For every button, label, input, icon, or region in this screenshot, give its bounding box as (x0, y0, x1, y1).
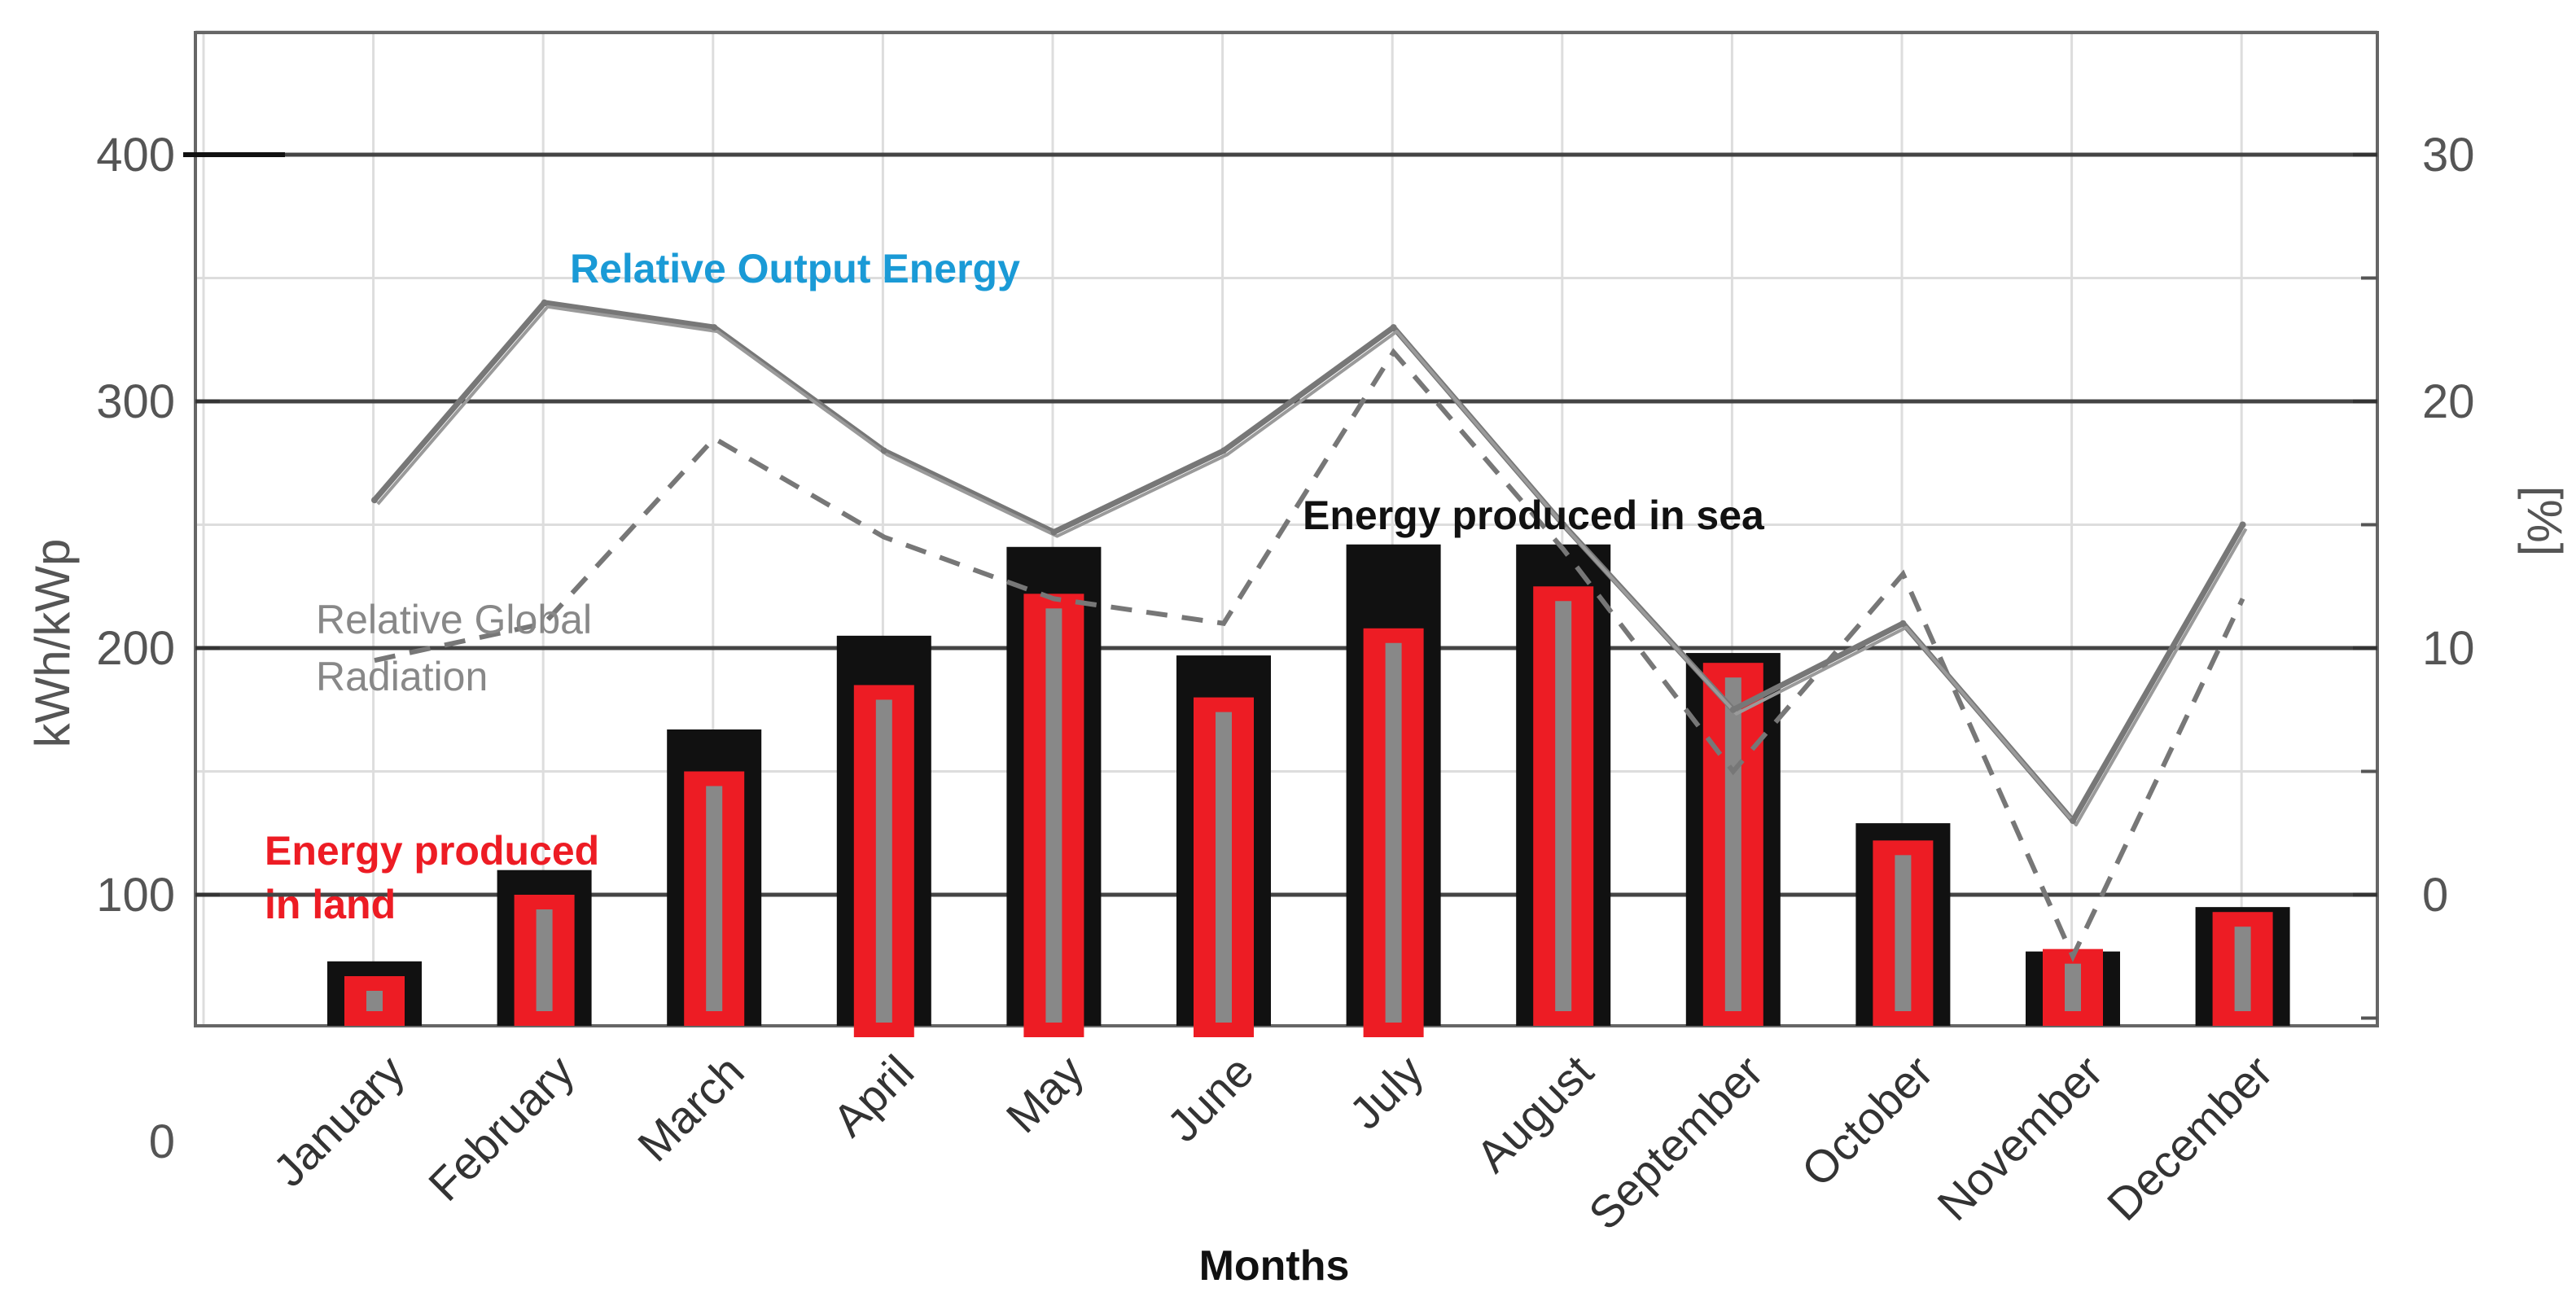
line-relative-output-energy-shadow (376, 304, 2248, 827)
annotation-radiation-line1: Relative Global (316, 597, 592, 642)
bar-land-core-april (875, 699, 892, 1023)
bar-land-core-march (706, 786, 723, 1011)
point-relative-output-energy (1220, 447, 1227, 454)
bar-land-core-december (2234, 926, 2251, 1011)
lines (371, 299, 2248, 962)
point-relative-output-energy (880, 447, 887, 454)
point-relative-output-energy (711, 324, 718, 331)
right-axis-tick-label: 20 (2422, 375, 2475, 428)
point-relative-output-energy (2070, 817, 2076, 825)
y-left-axis-label: kWh/kWp (25, 539, 80, 748)
bar-land-core-february (536, 909, 553, 1011)
left-axis-ticks: 0 100 200 300 400 (96, 129, 285, 1168)
point-relative-output-energy (1729, 706, 1737, 713)
point-relative-output-energy (2239, 521, 2246, 528)
bar-land-core-november (2065, 963, 2081, 1011)
point-relative-output-energy (1560, 521, 1567, 528)
point-relative-output-energy (371, 497, 378, 504)
bar-land-core-october (1895, 855, 1912, 1011)
line-relative-global-radiation (374, 348, 2245, 962)
left-axis-tick-label: 0 (149, 1115, 175, 1168)
left-axis-tick-label: 200 (96, 622, 175, 675)
annotation-relative-output-energy: Relative Output Energy (570, 246, 1020, 291)
point-relative-output-energy (541, 299, 548, 306)
right-axis-tick-label: 10 (2422, 622, 2475, 675)
right-axis-tick-label: 30 (2422, 129, 2475, 182)
left-axis-tick-label: 300 (96, 375, 175, 428)
annotation-land-line1: Energy produced (265, 828, 599, 874)
right-axis-ticks: 0 10 20 30 (2353, 129, 2475, 1020)
annotation-energy-sea: Energy produced in sea (1303, 493, 1765, 538)
annotation-land-line2: in land (265, 882, 396, 927)
bars (327, 544, 2290, 1037)
point-relative-output-energy (1050, 528, 1058, 536)
point-relative-output-energy (1899, 620, 1907, 627)
y-right-axis-label: [%] (2517, 486, 2572, 557)
right-axis-tick-label: 0 (2422, 869, 2448, 922)
bar-land-core-may (1045, 608, 1062, 1023)
plot-frame (194, 31, 2379, 1027)
bar-land-core-january (366, 990, 383, 1011)
bar-land-core-august (1555, 601, 1572, 1011)
point-relative-output-energy (1390, 324, 1397, 331)
annotation-radiation-line2: Radiation (316, 654, 488, 699)
bar-land-core-july (1385, 642, 1402, 1023)
bar-land-core-june (1216, 712, 1232, 1023)
left-axis-tick-label: 400 (96, 129, 175, 182)
bar-land-core-september (1724, 677, 1741, 1011)
x-axis-label: Months (1199, 1242, 1350, 1290)
left-axis-tick-label: 100 (96, 869, 175, 922)
